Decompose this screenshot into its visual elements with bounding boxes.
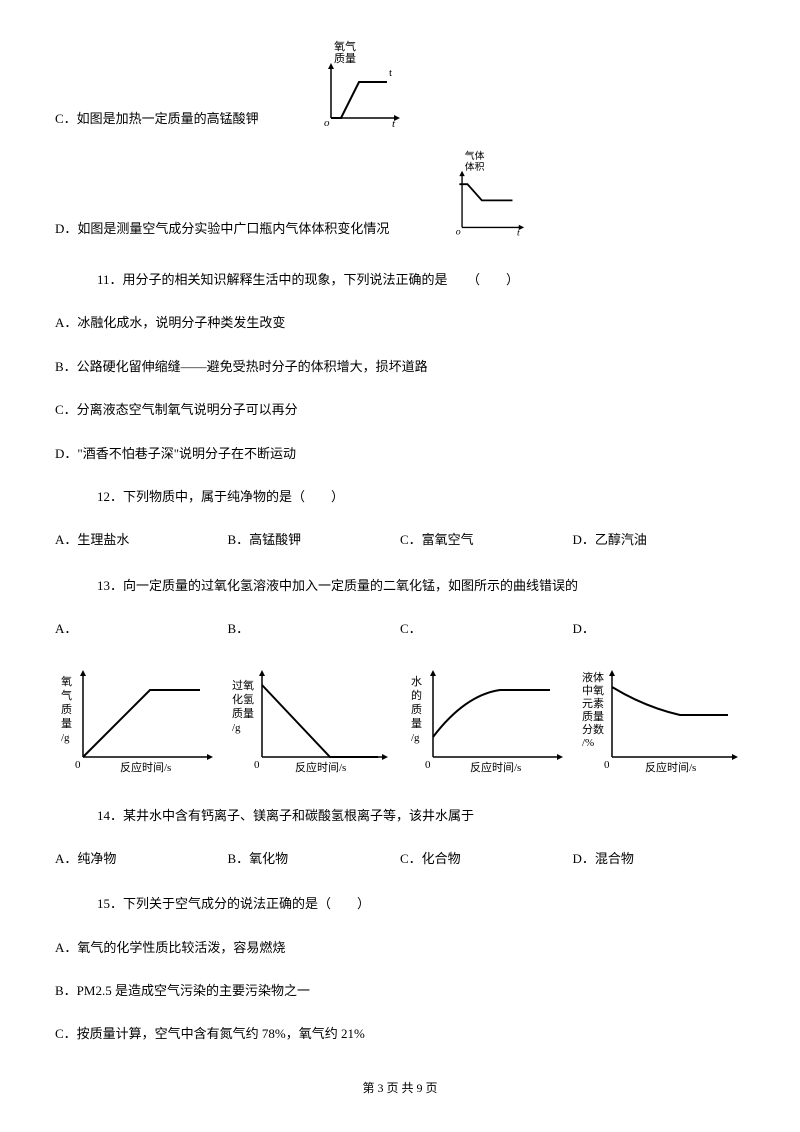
q15-stem: 15．下列关于空气成分的说法正确的是（ ） (55, 892, 745, 915)
q11-stem: 11．用分子的相关知识解释生活中的现象，下列说法正确的是 （ ） (55, 268, 745, 291)
svg-text:0: 0 (604, 759, 610, 771)
q14-a: A．纯净物 (55, 847, 228, 870)
chart-c-yl1: 氧气 (334, 40, 356, 53)
svg-text:/g: /g (232, 722, 241, 734)
svg-text:t: t (389, 67, 392, 79)
q14-c: C．化合物 (400, 847, 573, 870)
q12-c: C．富氧空气 (400, 528, 573, 551)
item-c-row: C．如图是加热一定质量的高锰酸钾 氧气 质量 o t t (55, 40, 745, 130)
q13-b: B． (228, 617, 401, 640)
svg-text:量: 量 (61, 717, 72, 730)
q11-c: C．分离液态空气制氧气说明分子可以再分 (55, 398, 745, 421)
q13-c: C． (400, 617, 573, 640)
q14-options: A．纯净物 B．氧化物 C．化合物 D．混合物 (55, 847, 745, 870)
q13-chart-c: 水 的 质 量 /g 0 反应时间/s (405, 665, 570, 780)
chart-c-yl2: 质量 (334, 52, 356, 65)
svg-text:化氢: 化氢 (232, 692, 254, 706)
svg-text:元素: 元素 (582, 697, 604, 710)
q14-stem: 14．某井水中含有钙离子、镁离子和碳酸氢根离子等，该井水属于 (55, 804, 745, 827)
q12-b: B．高锰酸钾 (228, 528, 401, 551)
svg-text:o: o (324, 117, 330, 129)
svg-text:质量: 质量 (582, 710, 604, 723)
svg-text:/%: /% (582, 737, 594, 749)
q11-d: D．"酒香不怕巷子深"说明分子在不断运动 (55, 442, 745, 465)
svg-text:过氧: 过氧 (232, 678, 254, 692)
q13-charts: 氧 气 质 量 /g 0 反应时间/s 过氧 化氢 质量 /g 0 反应时间/ (55, 665, 745, 780)
svg-text:0: 0 (254, 759, 260, 771)
svg-text:反应时间/s: 反应时间/s (645, 760, 696, 774)
svg-text:/g: /g (61, 732, 70, 744)
q14-b: B．氧化物 (228, 847, 401, 870)
q13-chart-b: 过氧 化氢 质量 /g 0 反应时间/s (230, 665, 395, 780)
q13-d: D． (573, 617, 746, 640)
svg-text:液体: 液体 (582, 670, 604, 684)
q13-stem: 13．向一定质量的过氧化氢溶液中加入一定质量的二氧化锰，如图所示的曲线错误的 (55, 574, 745, 597)
q12-a: A．生理盐水 (55, 528, 228, 551)
svg-text:反应时间/s: 反应时间/s (295, 760, 346, 774)
q15-b: B．PM2.5 是造成空气污染的主要污染物之一 (55, 979, 745, 1002)
q12-stem: 12．下列物质中，属于纯净物的是（ ） (55, 485, 745, 508)
svg-text:o: o (456, 227, 461, 238)
svg-text:/g: /g (411, 732, 420, 744)
svg-text:的: 的 (411, 688, 422, 702)
q14-d: D．混合物 (573, 847, 746, 870)
svg-text:中氧: 中氧 (582, 683, 604, 697)
q12-d: D．乙醇汽油 (573, 528, 746, 551)
svg-text:反应时间/s: 反应时间/s (120, 760, 171, 774)
svg-text:质量: 质量 (232, 707, 254, 720)
q13-chart-a: 氧 气 质 量 /g 0 反应时间/s (55, 665, 220, 780)
svg-text:氧: 氧 (61, 674, 72, 688)
svg-text:量: 量 (411, 717, 422, 730)
q11-a: A．冰融化成水，说明分子种类发生改变 (55, 311, 745, 334)
q13-a: A． (55, 617, 228, 640)
item-c-text: C．如图是加热一定质量的高锰酸钾 (55, 107, 259, 130)
q15-c: C．按质量计算，空气中含有氮气约 78%，氧气约 21% (55, 1022, 745, 1045)
chart-c: 氧气 质量 o t t (279, 40, 404, 130)
q15-a: A．氧气的化学性质比较活泼，容易燃烧 (55, 936, 745, 959)
svg-text:0: 0 (425, 759, 431, 771)
q12-options: A．生理盐水 B．高锰酸钾 C．富氧空气 D．乙醇汽油 (55, 528, 745, 551)
svg-text:质: 质 (411, 703, 422, 716)
page-footer: 第 3 页 共 9 页 (0, 1078, 800, 1100)
item-d-text: D．如图是测量空气成分实验中广口瓶内气体体积变化情况 (55, 217, 389, 240)
chart-d-yl1: 气体 (465, 150, 485, 162)
chart-d-xl: t (517, 228, 520, 239)
svg-text:气: 气 (61, 688, 72, 702)
svg-text:质: 质 (61, 703, 72, 716)
svg-text:反应时间/s: 反应时间/s (470, 760, 521, 774)
q13-labels: A． B． C． D． (55, 617, 745, 642)
chart-d-yl2: 体积 (465, 161, 485, 173)
svg-text:分数: 分数 (582, 723, 604, 736)
svg-text:水: 水 (411, 675, 422, 688)
item-d-row: D．如图是测量空气成分实验中广口瓶内气体体积变化情况 气体 体积 o t (55, 150, 745, 240)
svg-text:0: 0 (75, 759, 81, 771)
q13-chart-d: 液体 中氧 元素 质量 分数 /% 0 反应时间/s (580, 665, 745, 780)
q11-b: B．公路硬化留伸缩缝——避免受热时分子的体积增大，损坏道路 (55, 355, 745, 378)
chart-d: 气体 体积 o t (409, 150, 534, 240)
